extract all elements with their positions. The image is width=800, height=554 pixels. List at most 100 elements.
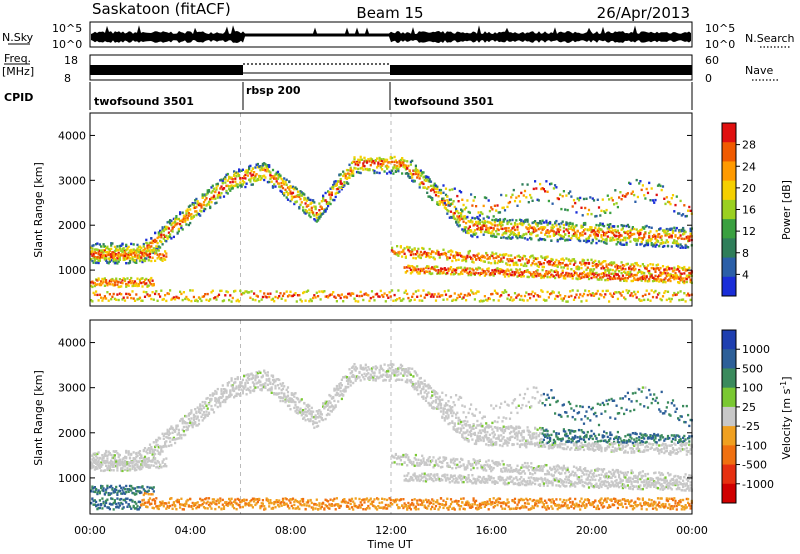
- data-cell: [605, 289, 608, 293]
- data-cell: [191, 422, 194, 425]
- data-cell: [354, 379, 357, 382]
- data-cell: [495, 291, 498, 295]
- data-cell: [589, 226, 592, 229]
- data-cell: [428, 180, 431, 183]
- data-cell: [508, 237, 512, 240]
- data-cell: [294, 186, 297, 189]
- data-cell: [643, 235, 646, 239]
- data-cell: [294, 292, 297, 295]
- data-cell: [600, 278, 603, 281]
- data-cell: [397, 251, 400, 254]
- data-cell: [483, 260, 486, 263]
- data-cell: [468, 249, 471, 253]
- data-cell: [399, 363, 402, 367]
- data-cell: [673, 241, 676, 245]
- data-cell: [615, 291, 618, 294]
- data-cell: [634, 200, 637, 203]
- data-cell: [414, 164, 417, 167]
- data-cell: [303, 198, 306, 201]
- data-cell: [438, 398, 441, 402]
- data-cell: [293, 406, 296, 410]
- data-cell: [246, 169, 249, 172]
- data-cell: [689, 232, 692, 235]
- data-cell: [544, 272, 547, 276]
- data-cell: [409, 272, 412, 275]
- data-cell: [669, 279, 672, 283]
- data-cell: [339, 182, 342, 185]
- data-cell: [348, 376, 351, 379]
- data-cell: [452, 268, 455, 271]
- data-cell: [244, 185, 247, 189]
- data-cell: [376, 292, 379, 296]
- data-cell: [616, 266, 619, 270]
- data-cell: [337, 387, 340, 391]
- data-cell: [96, 242, 99, 245]
- data-cell: [300, 414, 303, 417]
- data-cell: [103, 295, 106, 298]
- data-cell: [344, 385, 347, 389]
- data-cell: [199, 411, 202, 415]
- data-cell: [290, 294, 293, 298]
- data-cell: [112, 450, 115, 453]
- data-cell: [275, 290, 278, 293]
- data-cell: [615, 234, 618, 238]
- data-cell: [251, 376, 254, 380]
- data-cell: [268, 377, 271, 381]
- data-cell: [641, 263, 644, 266]
- data-cell: [127, 450, 130, 453]
- data-cell: [107, 251, 110, 255]
- data-cell: [584, 232, 587, 235]
- data-cell: [206, 414, 209, 417]
- data-cell: [438, 272, 441, 275]
- data-cell: [167, 220, 170, 224]
- data-cell: [537, 238, 540, 242]
- data-cell: [329, 197, 332, 201]
- data-cell: [516, 275, 519, 278]
- data-cell: [407, 248, 410, 252]
- data-cell: [536, 224, 539, 228]
- data-cell: [403, 368, 406, 371]
- data-cell: [143, 278, 147, 282]
- data-cell: [572, 229, 576, 232]
- data-cell: [606, 235, 609, 238]
- data-cell: [122, 256, 125, 260]
- data-cell: [570, 237, 573, 240]
- data-cell: [141, 464, 144, 467]
- data-cell: [137, 254, 140, 257]
- data-cell: [546, 275, 549, 279]
- data-cell: [164, 250, 167, 253]
- data-cell: [633, 277, 636, 280]
- data-cell: [125, 248, 128, 252]
- data-cell: [555, 294, 558, 298]
- data-cell: [493, 221, 496, 224]
- data-cell: [352, 174, 355, 177]
- data-cell: [406, 292, 409, 296]
- data-cell: [625, 289, 628, 292]
- data-cell: [685, 294, 688, 297]
- data-cell: [202, 207, 206, 210]
- data-cell: [585, 237, 588, 241]
- data-cell: [421, 181, 424, 185]
- data-cell: [492, 299, 495, 302]
- data-cell: [350, 170, 354, 173]
- data-cell: [342, 174, 345, 178]
- data-cell: [364, 363, 367, 366]
- data-cell: [132, 284, 135, 287]
- data-cell: [575, 211, 578, 214]
- data-cell: [328, 406, 331, 409]
- data-cell: [608, 300, 611, 303]
- data-cell: [625, 224, 628, 228]
- data-cell: [462, 268, 465, 271]
- data-cell: [689, 278, 692, 281]
- data-cell: [245, 169, 248, 172]
- data-cell: [241, 291, 244, 295]
- data-cell: [286, 404, 290, 408]
- data-cell: [357, 158, 360, 161]
- data-cell: [344, 173, 347, 176]
- data-cell: [678, 270, 681, 273]
- data-cell: [475, 232, 478, 235]
- data-cell: [517, 231, 520, 234]
- data-cell: [477, 272, 480, 275]
- data-cell: [170, 426, 173, 430]
- data-cell: [329, 401, 332, 404]
